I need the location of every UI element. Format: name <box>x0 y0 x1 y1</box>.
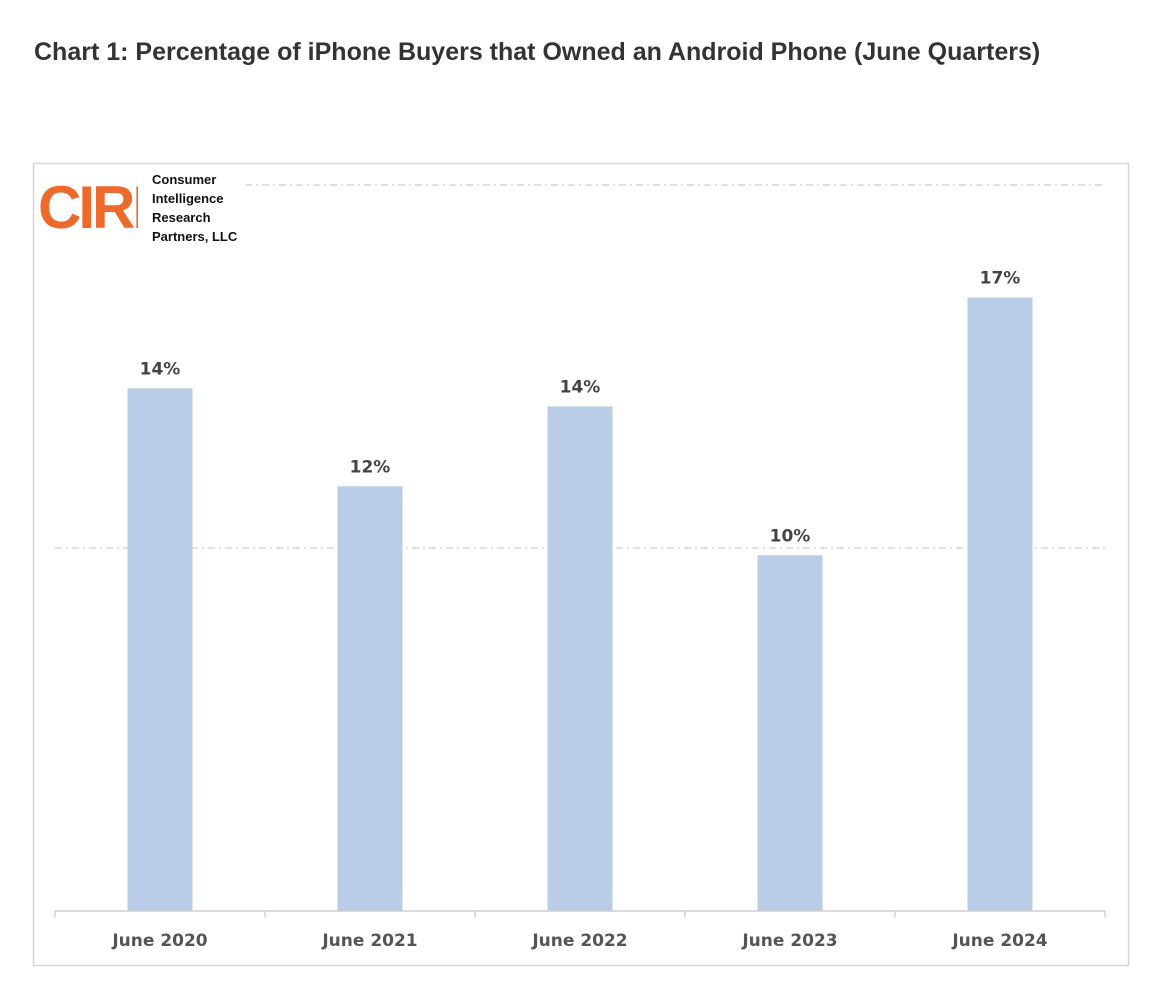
chart-title: Chart 1: Percentage of iPhone Buyers tha… <box>34 38 1041 66</box>
logo-line-2: Intelligence <box>152 191 224 206</box>
x-tick-label: June 2020 <box>111 931 207 951</box>
bar <box>547 406 613 911</box>
x-tick-label: June 2021 <box>321 931 417 951</box>
data-label: 17% <box>980 269 1021 289</box>
data-label: 14% <box>140 359 181 379</box>
cirp-logo: CIRP Consumer Intelligence Research Part… <box>38 170 258 246</box>
bar <box>967 297 1033 911</box>
data-label: 14% <box>560 377 601 397</box>
logo-name: Consumer Intelligence Research Partners,… <box>152 170 258 246</box>
bars: 14% 12% 14% 10% 17% <box>127 269 1033 911</box>
logo-line-1: Consumer <box>152 172 217 187</box>
data-label: 12% <box>350 457 391 477</box>
x-tick-label: June 2022 <box>531 931 627 951</box>
x-axis: June 2020 June 2021 June 2022 June 2023 June… <box>54 910 1106 951</box>
logo-line-3: Research <box>152 210 211 225</box>
bar <box>337 486 403 911</box>
logo-mark: CIRP <box>38 174 138 241</box>
bar <box>757 555 823 911</box>
gridlines <box>55 184 1105 549</box>
x-tick-label: June 2024 <box>951 931 1047 951</box>
logo-line-4: Partners, LLC <box>152 229 238 244</box>
x-tick-label: June 2023 <box>741 931 837 951</box>
data-label: 10% <box>770 526 811 546</box>
bar <box>127 388 193 911</box>
